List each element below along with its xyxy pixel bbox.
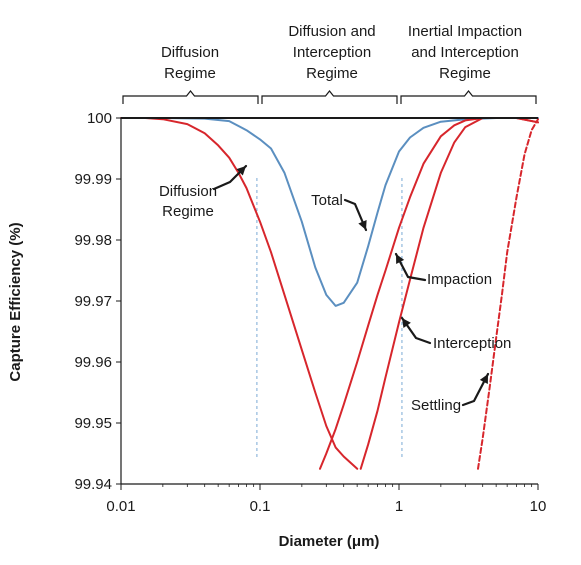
annotation-label-impaction: Impaction xyxy=(427,271,492,288)
annotation-arrowhead-total xyxy=(358,219,367,230)
y-tick-label: 99.94 xyxy=(74,476,112,493)
annotation-arrowhead-interception xyxy=(402,318,411,328)
annotation-label-diffusion: Diffusion xyxy=(159,183,217,200)
series-line-impaction xyxy=(359,117,539,470)
axes: 99.94 99.95 99.96 99.97 99.98 99.99 100 0.01 0.1… xyxy=(74,110,546,515)
y-tick-label: 99.97 xyxy=(74,293,112,310)
annotation-arrow-total xyxy=(343,198,368,232)
annotation-arrow-settling xyxy=(461,372,490,407)
y-tick-label: 99.99 xyxy=(74,171,112,188)
y-tick-label: 99.96 xyxy=(74,354,112,371)
regime-bracket xyxy=(261,90,398,104)
regime-label: Regime xyxy=(306,65,358,82)
series-line-diffusion xyxy=(120,117,359,470)
regime-label: Regime xyxy=(164,65,216,82)
regime-label: Diffusion and xyxy=(288,23,375,40)
annotation-label-settling: Settling xyxy=(411,397,461,414)
series-line-settling xyxy=(477,118,539,470)
regime-label: Regime xyxy=(439,65,491,82)
y-tick-label: 100 xyxy=(87,110,112,127)
annotations: Diffusion Regime Total Impaction Interceptio… xyxy=(159,164,511,414)
regime-bracket xyxy=(400,90,537,104)
annotation-arrowhead-impaction xyxy=(396,254,405,265)
regime-label: and Interception xyxy=(411,44,519,61)
x-tick-label: 1 xyxy=(395,498,403,515)
series-line-total xyxy=(120,117,539,307)
regime-bracket xyxy=(122,90,259,104)
y-tick-label: 99.95 xyxy=(74,415,112,432)
annotation-label-interception: Interception xyxy=(433,335,511,352)
vertical-guides xyxy=(256,178,403,458)
regime-label: Interception xyxy=(293,44,371,61)
annotation-arrowhead-settling xyxy=(479,374,488,385)
x-tick-label: 10 xyxy=(530,498,547,515)
series-line-interception xyxy=(319,117,539,470)
x-axis-title: Diameter (μm) xyxy=(279,533,380,550)
series-lines xyxy=(120,117,539,470)
annotation-label-total: Total xyxy=(311,192,343,209)
x-tick-label: 0.1 xyxy=(250,498,271,515)
annotation-label-diffusion: Regime xyxy=(162,203,214,220)
annotation-arrowhead-diffusion xyxy=(236,166,246,176)
x-tick-label: 0.01 xyxy=(106,498,135,515)
regime-label: Diffusion xyxy=(161,44,219,61)
regime-label: Inertial Impaction xyxy=(408,23,522,40)
y-tick-label: 99.98 xyxy=(74,232,112,249)
y-axis-title: Capture Efficiency (%) xyxy=(7,222,24,381)
regime-brackets: Diffusion Regime Diffusion and Interception… xyxy=(122,23,537,104)
